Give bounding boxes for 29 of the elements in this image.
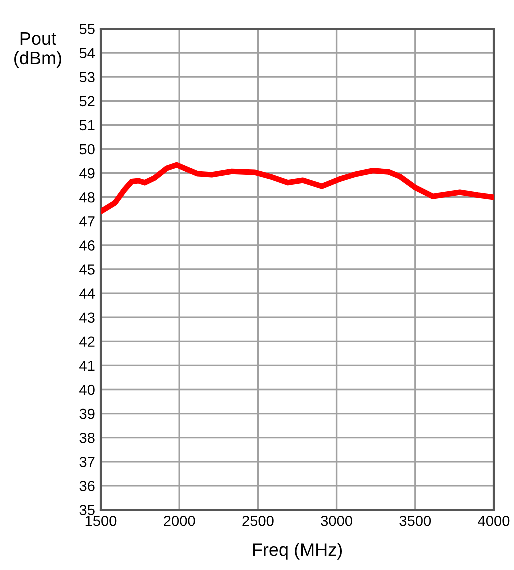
y-tick-label: 35 [80, 505, 95, 516]
y-tick-label: 39 [80, 408, 95, 420]
y-tick-label: 47 [80, 216, 95, 227]
y-tick-label: 38 [80, 432, 95, 444]
y-tick-label: 48 [80, 192, 95, 203]
y-tick-label: 43 [80, 312, 95, 324]
x-tick-label: 2500 [242, 516, 274, 526]
x-tick-label: 3000 [321, 516, 352, 526]
y-tick-label: 54 [80, 48, 96, 58]
y-tick-label: 49 [80, 168, 95, 179]
x-tick-label: 3500 [400, 516, 432, 526]
x-axis-title: Freq (MHz) [253, 543, 342, 560]
y-tick-label: 55 [80, 24, 95, 34]
y-tick-label: 45 [80, 264, 95, 275]
y-tick-label: 42 [80, 336, 95, 347]
y-tick-label: 40 [80, 384, 95, 396]
x-tick-label: 1500 [86, 516, 117, 526]
x-tick-label: 2000 [164, 516, 196, 526]
y-tick-label: 52 [80, 96, 95, 107]
y-axis-title: Pout (dBm) [14, 32, 62, 68]
y-tick-label: 36 [80, 481, 95, 492]
x-tick-label: 4000 [478, 516, 510, 526]
y-tick-label: 50 [80, 144, 95, 155]
y-tick-label: 41 [80, 360, 95, 371]
y-tick-label: 37 [80, 457, 95, 468]
y-tick-label: 51 [80, 120, 95, 131]
y-tick-label: 53 [80, 72, 95, 83]
y-tick-label: 46 [80, 240, 95, 251]
y-tick-label: 44 [80, 288, 96, 299]
